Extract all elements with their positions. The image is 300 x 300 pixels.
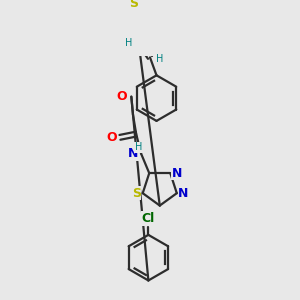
Text: O: O: [106, 131, 117, 144]
Text: N: N: [172, 167, 182, 180]
Text: N: N: [178, 187, 188, 200]
Text: O: O: [116, 90, 127, 103]
Text: H: H: [125, 38, 133, 48]
Text: S: S: [132, 187, 141, 200]
Text: N: N: [128, 147, 138, 160]
Text: S: S: [129, 0, 138, 10]
Text: Cl: Cl: [142, 212, 155, 225]
Text: H: H: [135, 142, 142, 152]
Text: H: H: [156, 54, 164, 64]
